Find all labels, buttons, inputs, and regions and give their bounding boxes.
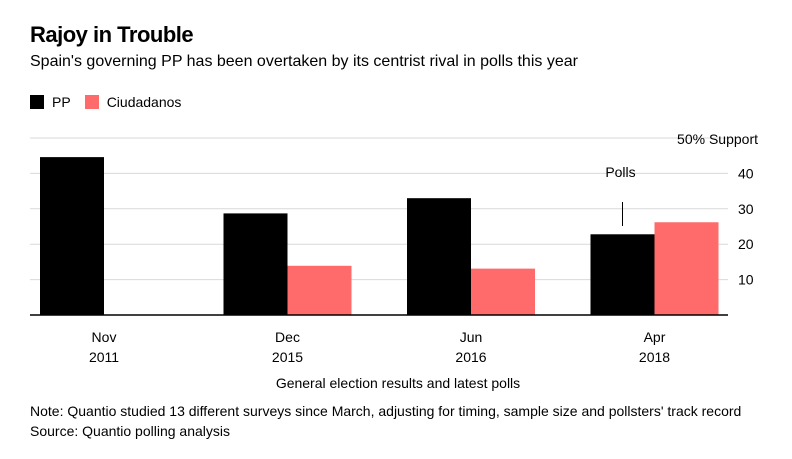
x-tick-label-month: Dec bbox=[275, 329, 300, 345]
y-tick-label: 20 bbox=[738, 236, 754, 252]
legend-swatch-pp bbox=[30, 95, 44, 109]
legend-item-pp: PP bbox=[30, 94, 71, 110]
x-tick-label-year: 2015 bbox=[272, 349, 303, 365]
y-tick-label: 10 bbox=[738, 272, 754, 288]
bar-pp-1 bbox=[223, 213, 288, 315]
bar-pp-3 bbox=[590, 234, 655, 315]
annotation-polls: Polls bbox=[605, 164, 635, 180]
x-tick-label-month: Jun bbox=[460, 329, 483, 345]
x-tick-label-month: Apr bbox=[644, 329, 666, 345]
legend: PP Ciudadanos bbox=[30, 94, 195, 110]
note-text: Note: Quantio studied 13 different surve… bbox=[30, 403, 742, 419]
x-tick-label-year: 2011 bbox=[89, 349, 119, 365]
legend-item-ciudadanos: Ciudadanos bbox=[84, 94, 182, 110]
chart-title: Rajoy in Trouble bbox=[30, 22, 194, 47]
x-tick-label-month: Nov bbox=[92, 329, 117, 345]
chart-subtitle: Spain's governing PP has been overtaken … bbox=[30, 53, 578, 70]
legend-swatch-ciudadanos bbox=[84, 95, 99, 109]
y-axis-label: 50% Support bbox=[677, 131, 758, 147]
x-tick-label-year: 2018 bbox=[639, 349, 670, 365]
source-text: Source: Quantio polling analysis bbox=[30, 423, 231, 439]
x-axis-title: General election results and latest poll… bbox=[276, 375, 520, 391]
y-tick-label: 30 bbox=[738, 201, 754, 217]
bar-ciudadanos-3 bbox=[654, 222, 719, 315]
y-tick-label: 40 bbox=[738, 165, 754, 181]
legend-label-pp: PP bbox=[52, 94, 71, 110]
bar-ciudadanos-1 bbox=[287, 265, 352, 315]
footnote: Note: Quantio studied 13 different surve… bbox=[30, 401, 741, 441]
x-tick-label-year: 2016 bbox=[455, 349, 486, 365]
bar-pp-2 bbox=[407, 198, 471, 315]
bar-pp-0 bbox=[40, 157, 104, 315]
bar-ciudadanos-2 bbox=[471, 268, 535, 315]
legend-label-ciudadanos: Ciudadanos bbox=[106, 94, 182, 110]
